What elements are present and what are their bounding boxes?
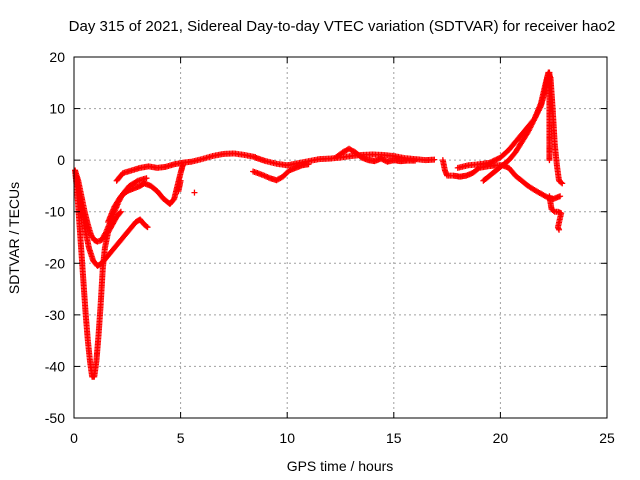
data-point-marker — [191, 189, 198, 196]
series-evening-arc-c — [454, 74, 551, 171]
data-point-marker — [550, 207, 557, 214]
data-point-marker — [546, 157, 553, 164]
series-isolated-point — [191, 189, 198, 196]
series-upper-early-arc — [113, 150, 259, 184]
data-point-marker — [144, 224, 151, 231]
series-vertical-streak — [546, 69, 553, 164]
y-tick-labels: -50 -40 -30 -20 -10 0 10 20 — [45, 49, 65, 426]
x-tick-labels: 0 5 10 15 20 25 — [70, 430, 615, 446]
data-point-marker — [143, 223, 150, 230]
y-tick-label: -10 — [45, 204, 65, 220]
data-point-marker — [102, 230, 109, 237]
data-point-marker — [117, 209, 124, 216]
y-tick-label: -50 — [45, 410, 65, 426]
data-point-marker — [412, 157, 419, 164]
data-point-marker — [556, 226, 563, 233]
data-point-marker — [559, 180, 566, 187]
y-tick-label: 20 — [49, 49, 65, 65]
series-late-morning-arc — [175, 177, 184, 195]
plot-frame — [73, 56, 608, 419]
x-tick-label: 25 — [599, 430, 615, 446]
series-midday-arc-b — [250, 161, 312, 184]
data-point-marker — [305, 161, 312, 168]
data-point-marker — [557, 193, 564, 200]
y-tick-label: -20 — [45, 255, 65, 271]
x-tick-label: 20 — [493, 430, 509, 446]
series-late-tail — [546, 193, 565, 233]
data-series — [72, 69, 566, 380]
x-tick-label: 10 — [279, 430, 295, 446]
data-point-marker — [177, 177, 184, 184]
x-tick-label: 15 — [386, 430, 402, 446]
y-tick-label: 0 — [57, 152, 65, 168]
data-point-marker — [143, 175, 150, 182]
y-axis-label: SDTVAR / TECUs — [6, 182, 22, 294]
axis-ticks — [73, 56, 608, 419]
y-tick-label: -40 — [45, 358, 65, 374]
x-tick-label: 5 — [177, 430, 185, 446]
data-point-marker — [117, 208, 124, 215]
x-tick-label: 0 — [70, 430, 78, 446]
series-midday-arc-c — [333, 145, 419, 165]
x-axis-label: GPS time / hours — [287, 458, 394, 474]
data-point-marker — [431, 156, 438, 163]
data-point-marker — [558, 179, 565, 186]
chart-title: Day 315 of 2021, Sidereal Day-to-day VTE… — [69, 18, 616, 35]
y-tick-label: 10 — [49, 101, 65, 117]
y-tick-label: -30 — [45, 307, 65, 323]
